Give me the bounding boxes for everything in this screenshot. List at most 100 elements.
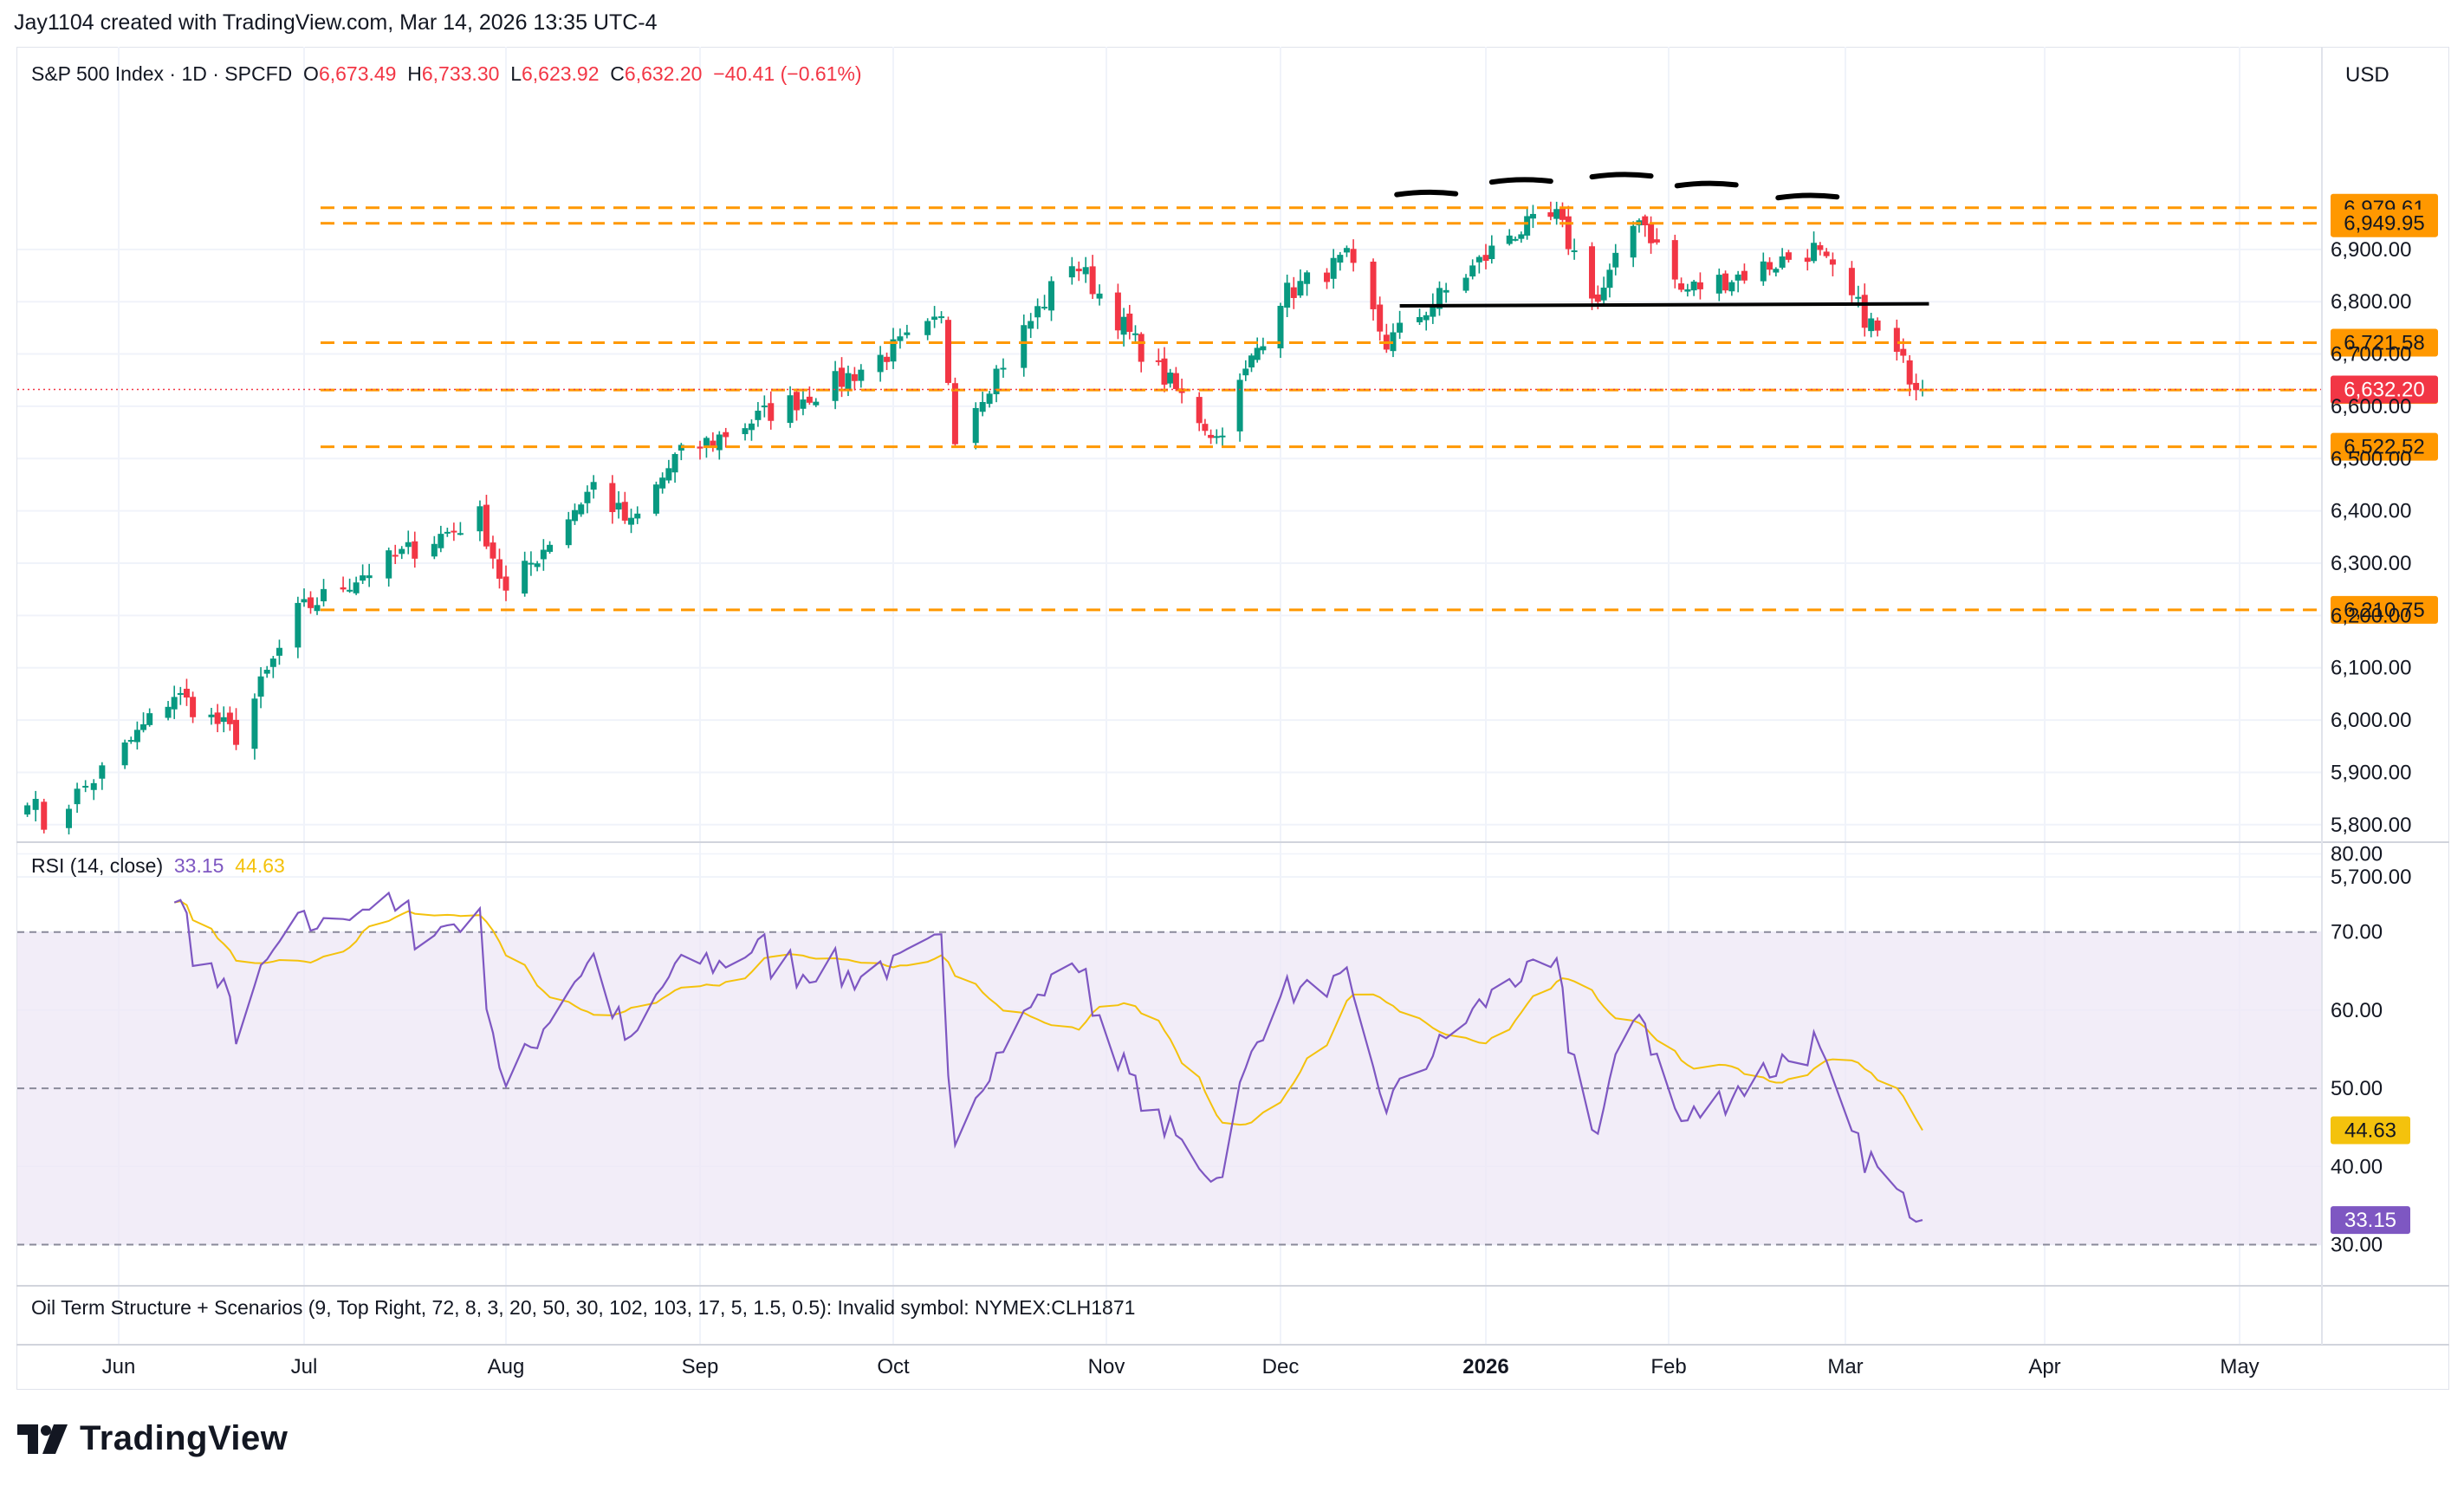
candle-body bbox=[301, 599, 308, 603]
candle-body bbox=[571, 509, 578, 522]
candle-body bbox=[321, 588, 327, 601]
candle-body bbox=[1868, 318, 1875, 332]
candle-body bbox=[890, 339, 897, 362]
candle-body bbox=[1161, 358, 1168, 385]
candle-body bbox=[1202, 424, 1209, 431]
price-tick-label: 6,200.00 bbox=[2331, 604, 2411, 627]
candle-body bbox=[671, 454, 678, 473]
candle-body bbox=[74, 788, 81, 805]
candle-body bbox=[615, 503, 622, 510]
candle-body bbox=[214, 712, 221, 724]
candle-body bbox=[1606, 269, 1613, 289]
candle-body bbox=[295, 602, 302, 648]
last-price-tag bbox=[2331, 375, 2438, 404]
candle-body bbox=[1114, 292, 1121, 331]
currency-label[interactable]: USD bbox=[2345, 63, 2389, 87]
candle-body bbox=[1529, 213, 1536, 219]
candle-body bbox=[366, 575, 373, 579]
candle-body bbox=[1913, 382, 1920, 391]
candle-body bbox=[938, 316, 945, 319]
candle-body bbox=[183, 688, 190, 698]
candle-body bbox=[1678, 283, 1685, 290]
candle-body bbox=[944, 320, 951, 383]
candle-body bbox=[768, 403, 775, 421]
price-tick-label: 6,700.00 bbox=[2331, 343, 2411, 367]
candle-body bbox=[127, 740, 134, 743]
candle-body bbox=[233, 719, 240, 745]
candle-body bbox=[787, 395, 794, 424]
candle-body bbox=[1196, 397, 1203, 424]
candle-body bbox=[1804, 257, 1811, 263]
candle-body bbox=[748, 423, 755, 431]
candle-body bbox=[1715, 275, 1722, 294]
top-marker-drawing bbox=[1394, 189, 1459, 198]
candle-body bbox=[340, 587, 347, 590]
time-tick-label: Dec bbox=[1262, 1355, 1300, 1378]
candle-body bbox=[457, 533, 464, 535]
candle-body bbox=[993, 368, 1000, 395]
rsi-ma-value: 44.63 bbox=[235, 854, 285, 877]
candle-body bbox=[858, 369, 865, 381]
candle-body bbox=[1671, 240, 1678, 280]
candle-body bbox=[710, 440, 717, 446]
symbol-label: S&P 500 Index · 1D · SPCFD bbox=[31, 62, 293, 85]
candle-body bbox=[1861, 295, 1868, 328]
candle-body bbox=[621, 502, 628, 521]
top-marker-drawing bbox=[1589, 172, 1654, 180]
candle-body bbox=[851, 373, 858, 381]
candle-body bbox=[1337, 255, 1344, 263]
candle-body bbox=[1436, 288, 1443, 309]
time-tick-label: Jul bbox=[291, 1355, 318, 1378]
time-tick-label: Oct bbox=[877, 1355, 910, 1378]
candle-body bbox=[1906, 360, 1913, 385]
candle-body bbox=[308, 597, 314, 608]
top-marker-drawing bbox=[1674, 180, 1739, 189]
candle-body bbox=[1350, 249, 1357, 263]
candle-body bbox=[405, 542, 412, 548]
rsi-ma-tag bbox=[2331, 1116, 2410, 1145]
rsi-label: RSI (14, close) bbox=[31, 854, 164, 877]
candle-body bbox=[1377, 304, 1384, 332]
candle-body bbox=[1653, 239, 1660, 243]
high-value: 6,733.30 bbox=[421, 62, 500, 85]
candle-body bbox=[659, 477, 666, 489]
candle-body bbox=[1041, 307, 1048, 309]
rsi-line bbox=[173, 891, 1923, 1223]
candle-body bbox=[1785, 252, 1792, 260]
candle-body bbox=[1594, 294, 1601, 302]
candle-body bbox=[1324, 272, 1331, 282]
candle-body bbox=[1600, 287, 1607, 301]
candle-body bbox=[99, 765, 106, 779]
candle-body bbox=[904, 332, 911, 335]
candle-body bbox=[628, 517, 635, 525]
price-tick-label: 5,800.00 bbox=[2331, 814, 2411, 837]
rsi-tick-label: 70.00 bbox=[2331, 921, 2383, 944]
candle-body bbox=[1462, 277, 1469, 291]
level-price-label: 6,949.95 bbox=[2344, 212, 2424, 236]
candle-body bbox=[431, 543, 438, 557]
candle-body bbox=[547, 544, 554, 552]
last-price-label: 6,632.20 bbox=[2344, 378, 2424, 401]
candle-body bbox=[171, 697, 178, 710]
candle-body bbox=[1571, 250, 1578, 252]
candle-body bbox=[208, 714, 215, 717]
candle-body bbox=[269, 658, 276, 667]
candle-body bbox=[190, 697, 197, 717]
candle-body bbox=[1488, 245, 1495, 260]
candle-body bbox=[1343, 248, 1350, 253]
candle-body bbox=[1213, 436, 1220, 438]
candle-body bbox=[1767, 262, 1773, 270]
candle-body bbox=[133, 730, 140, 743]
candle-body bbox=[1642, 216, 1649, 226]
candle-body bbox=[1855, 296, 1862, 299]
candle-body bbox=[251, 698, 258, 749]
candle-body bbox=[565, 519, 572, 546]
candle-body bbox=[503, 576, 509, 591]
candle-body bbox=[1304, 272, 1311, 284]
candle-body bbox=[90, 782, 97, 790]
rsi-tag-label: 33.15 bbox=[2344, 1209, 2396, 1232]
candle-body bbox=[1518, 234, 1525, 239]
candle-body bbox=[399, 548, 405, 555]
candle-body bbox=[897, 336, 904, 341]
